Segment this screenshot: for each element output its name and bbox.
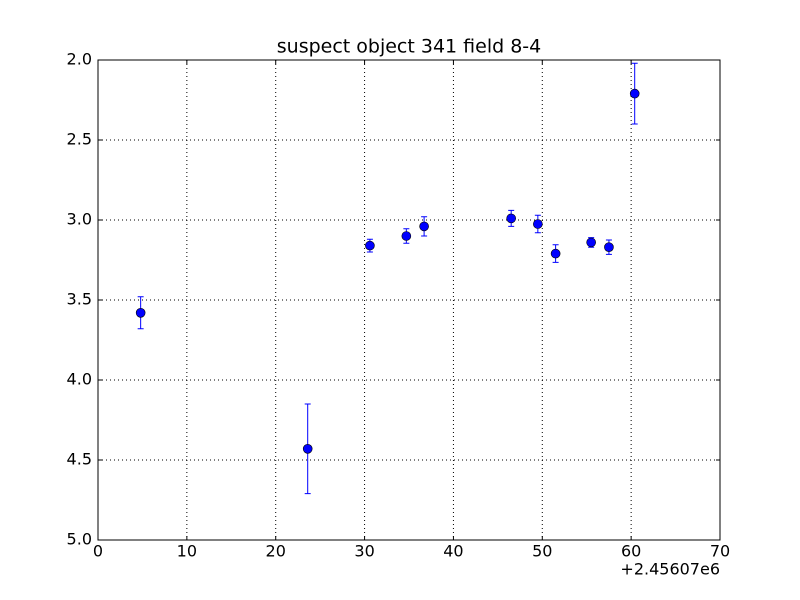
x-tick-label: 70 bbox=[710, 542, 730, 561]
data-point bbox=[604, 242, 614, 252]
data-point bbox=[302, 443, 313, 454]
x-offset-label: +2.45607e6 bbox=[620, 560, 720, 579]
data-point bbox=[533, 219, 543, 229]
y-tick-label: 4.5 bbox=[67, 450, 92, 469]
y-tick-label: 3.0 bbox=[67, 210, 92, 229]
data-point bbox=[401, 231, 412, 241]
x-tick-label: 30 bbox=[354, 542, 374, 561]
y-tick-label: 4.0 bbox=[67, 370, 92, 389]
x-tick-label: 60 bbox=[621, 542, 641, 561]
data-point bbox=[506, 213, 516, 224]
y-tick-label: 5.0 bbox=[67, 530, 92, 549]
x-tick-label: 0 bbox=[93, 542, 103, 561]
x-tick-label: 40 bbox=[443, 542, 463, 561]
y-tick-label: 3.5 bbox=[67, 290, 92, 309]
x-tick-label: 50 bbox=[532, 542, 552, 561]
data-point bbox=[135, 307, 146, 318]
data-point bbox=[365, 240, 375, 251]
y-tick-label: 2.5 bbox=[67, 130, 92, 149]
data-point bbox=[629, 88, 640, 99]
x-tick-label: 10 bbox=[177, 542, 197, 561]
chart-title: suspect object 341 field 8-4 bbox=[277, 36, 542, 58]
x-tick-label: 20 bbox=[266, 542, 286, 561]
y-tick-label: 2.0 bbox=[67, 50, 92, 69]
data-point bbox=[586, 237, 596, 248]
data-point bbox=[419, 221, 429, 232]
plot-frame bbox=[97, 59, 721, 541]
data-point bbox=[550, 248, 561, 259]
